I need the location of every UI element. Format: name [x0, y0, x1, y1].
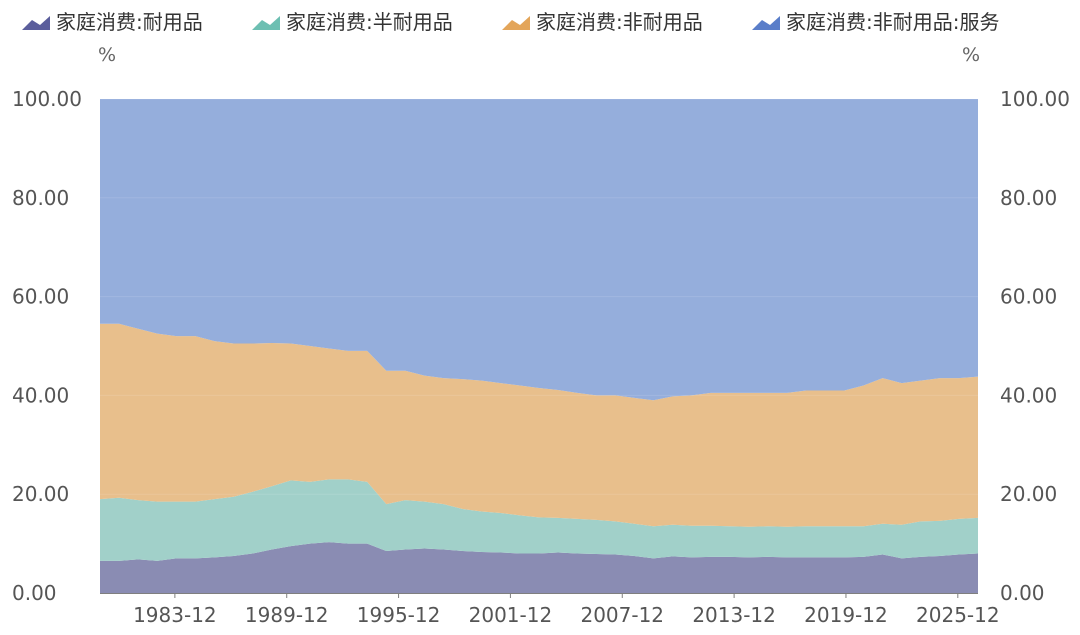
- y-tick-label-left: 20.00: [12, 482, 69, 506]
- legend: 家庭消费:耐用品 家庭消费:半耐用品 家庭消费:非耐用品 家庭消费:非耐用品:服务: [22, 10, 999, 34]
- legend-item-4[interactable]: 家庭消费:非耐用品:服务: [752, 10, 999, 34]
- x-tick-label: 1983-12: [133, 603, 217, 627]
- area-series-1: [100, 542, 978, 593]
- x-tick-label: 2013-12: [692, 603, 776, 627]
- y-tick-label-right: 20.00: [1000, 482, 1057, 506]
- y-unit-left: %: [98, 44, 116, 66]
- y-tick-label-left: 40.00: [12, 383, 69, 407]
- area-series-3: [100, 323, 978, 527]
- y-axis-left: 0.00 20.00 40.00 60.00 80.00 100.00: [12, 87, 82, 605]
- plot-areas: [100, 99, 978, 593]
- x-tick-label: 2007-12: [580, 603, 664, 627]
- y-axis-right: 0.00 20.00 40.00 60.00 80.00 100.00: [1000, 87, 1070, 605]
- legend-swatch-icon: [22, 16, 50, 30]
- x-tick-label: 1995-12: [357, 603, 441, 627]
- legend-item-1[interactable]: 家庭消费:耐用品: [22, 10, 203, 34]
- legend-swatch-icon: [752, 16, 780, 30]
- legend-item-2[interactable]: 家庭消费:半耐用品: [252, 10, 453, 34]
- x-tick-label: 1989-12: [245, 603, 329, 627]
- y-tick-label-left: 80.00: [12, 186, 69, 210]
- area-series-4: [100, 99, 978, 401]
- grid-lines: [100, 98, 978, 495]
- legend-label: 家庭消费:非耐用品: [536, 10, 703, 34]
- legend-swatch-icon: [502, 16, 530, 30]
- legend-label: 家庭消费:半耐用品: [286, 10, 453, 34]
- y-tick-label-left: 60.00: [12, 285, 69, 309]
- x-tick-label: 2001-12: [469, 603, 553, 627]
- x-axis: 1983-12 1989-12 1995-12 2001-12 2007-12 2013-…: [100, 593, 1000, 627]
- y-tick-label-right: 80.00: [1000, 186, 1057, 210]
- legend-label: 家庭消费:耐用品: [56, 10, 203, 34]
- x-tick-label: 2025-12: [916, 603, 1000, 627]
- y-tick-label-left: 100.00: [12, 87, 82, 111]
- y-tick-label-right: 0.00: [1000, 581, 1045, 605]
- y-unit-right: %: [962, 44, 980, 66]
- y-tick-label-right: 60.00: [1000, 285, 1057, 309]
- y-tick-label-right: 100.00: [1000, 87, 1070, 111]
- area-series-2: [100, 479, 978, 561]
- legend-swatch-icon: [252, 16, 280, 30]
- legend-label: 家庭消费:非耐用品:服务: [786, 10, 999, 34]
- y-tick-label-right: 40.00: [1000, 383, 1057, 407]
- x-tick-label: 2019-12: [804, 603, 888, 627]
- y-tick-label-left: 0.00: [12, 581, 57, 605]
- legend-item-3[interactable]: 家庭消费:非耐用品: [502, 10, 703, 34]
